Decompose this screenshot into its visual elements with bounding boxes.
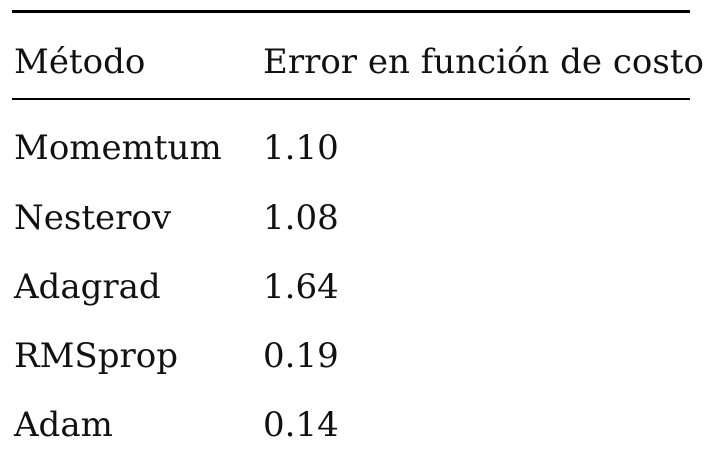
row-method-adam: Adam (14, 405, 113, 445)
row-method-rmsprop: RMSprop (14, 336, 178, 376)
row-value-adagrad: 1.64 (263, 267, 339, 307)
top-rule (12, 10, 690, 13)
row-method-momemtum: Momemtum (14, 128, 222, 168)
row-method-nesterov: Nesterov (14, 198, 172, 238)
header-method: Método (14, 42, 146, 82)
row-value-nesterov: 1.08 (263, 198, 339, 238)
row-method-adagrad: Adagrad (14, 267, 161, 307)
header-rule (12, 98, 690, 100)
row-value-momemtum: 1.10 (263, 128, 339, 168)
row-value-rmsprop: 0.19 (263, 336, 339, 376)
header-cost-error: Error en función de costo (263, 42, 704, 82)
row-value-adam: 0.14 (263, 405, 339, 445)
